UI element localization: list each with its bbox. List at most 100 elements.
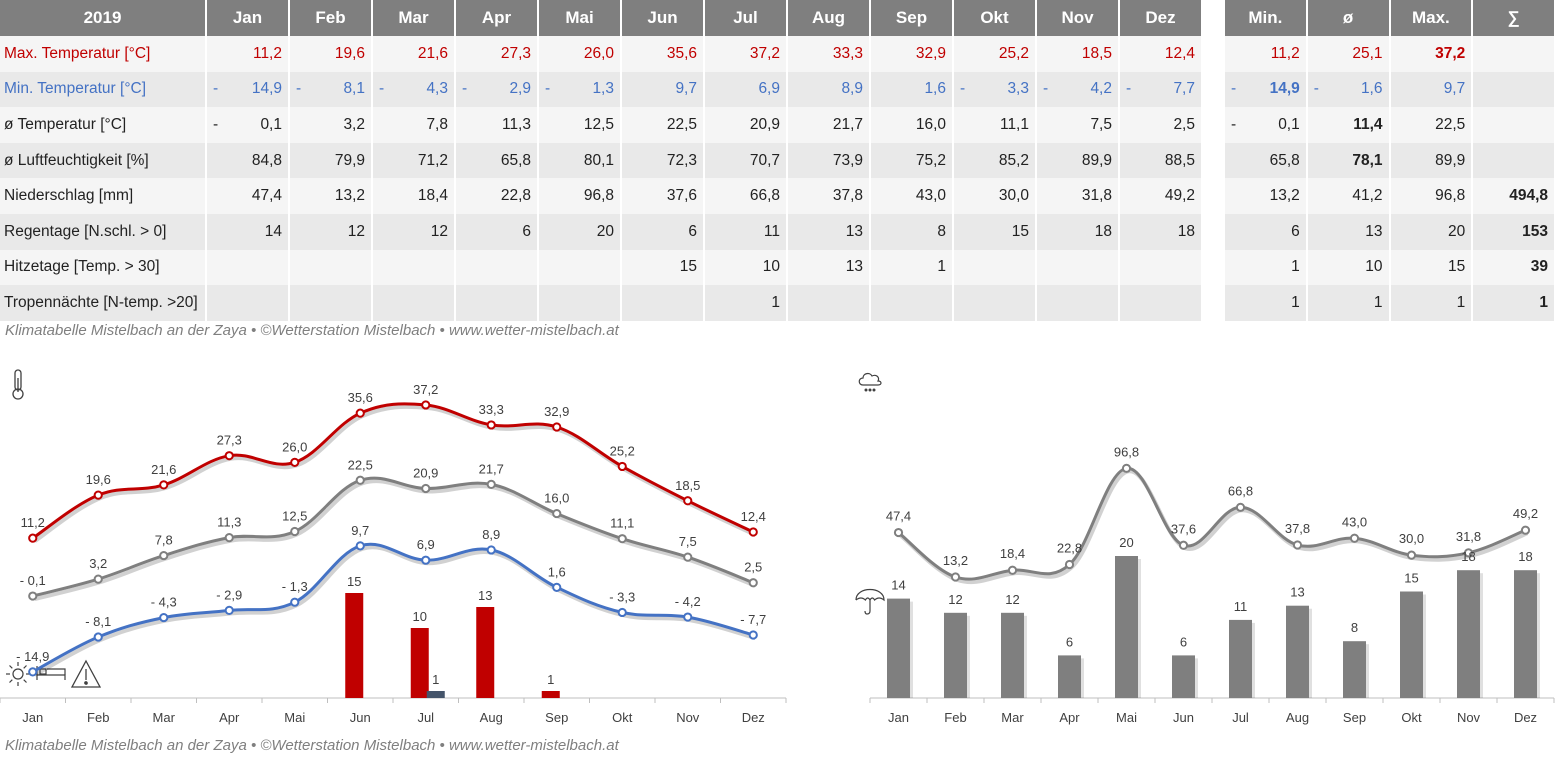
point-data-label: - 14,9: [16, 649, 49, 664]
minus-sign: -: [213, 115, 219, 133]
table-cell: 15: [1390, 249, 1474, 286]
cell-value: 10: [1365, 258, 1383, 276]
cell-value: 9,7: [675, 80, 697, 98]
cloud-rain-icon: [858, 372, 882, 392]
data-point: [28, 591, 38, 601]
bar-data-label: 12: [1005, 592, 1019, 607]
table-cell: 43,0: [871, 178, 954, 214]
table-cell: 39: [1473, 249, 1556, 286]
cell-value: 18: [1094, 222, 1112, 240]
cell-value: 8,1: [343, 80, 365, 98]
cell-value: 20: [1448, 222, 1466, 240]
point-data-label: 96,8: [1114, 444, 1139, 459]
rain-days-bar: [1400, 591, 1423, 698]
data-point: [1292, 540, 1303, 550]
cell-value: 0,1: [1278, 115, 1300, 133]
row-label: Tropennächte [N-temp. >20]: [0, 285, 207, 321]
table-cell: 89,9: [1390, 142, 1474, 179]
cell-value: 14: [264, 222, 282, 240]
data-point: [552, 422, 562, 432]
cell-value: 22,5: [666, 115, 697, 133]
table-cell: 18: [1120, 213, 1203, 250]
month-header: Okt: [954, 0, 1037, 36]
bed-icon: [36, 666, 66, 680]
table-cell: 18: [1037, 213, 1120, 250]
cell-value: 26,0: [583, 44, 614, 62]
cell-value: 22,8: [500, 187, 531, 205]
table-cell: 32,9: [871, 36, 954, 72]
point-data-label: 21,7: [479, 461, 504, 476]
table-cell: 15: [954, 213, 1037, 250]
year-header: 2019: [0, 0, 207, 36]
max-temp-line-shadow: [33, 404, 757, 543]
cell-value: 37,6: [666, 187, 697, 205]
cell-value: 39: [1530, 258, 1548, 276]
rain-days-bar: [944, 612, 967, 698]
cell-value: 43,0: [915, 187, 946, 205]
month-header: Jun: [622, 0, 705, 36]
table-cell: [871, 285, 954, 321]
table-cell: - 14,9: [207, 71, 290, 108]
point-data-label: 33,3: [479, 402, 504, 417]
x-tick-label: Jun: [350, 710, 371, 725]
table-cell: 13: [1307, 213, 1391, 250]
cell-value: 11: [763, 222, 780, 240]
table-cell: 9,7: [622, 71, 705, 108]
point-data-label: - 7,7: [740, 612, 766, 627]
point-data-label: 9,7: [351, 523, 369, 538]
cell-value: 41,2: [1352, 187, 1383, 205]
table-cell: 11: [705, 213, 788, 250]
point-data-label: - 1,3: [282, 579, 308, 594]
table-cell: 25,1: [1307, 36, 1391, 72]
thermometer-icon: [12, 369, 24, 400]
table-cell: 12: [290, 213, 373, 250]
bar-data-label: 18: [1518, 549, 1532, 564]
point-data-label: 11,1: [610, 516, 634, 531]
cell-value: 4,2: [1090, 80, 1112, 98]
table-cell: 96,8: [1390, 178, 1474, 214]
data-point: [1121, 463, 1132, 473]
cell-value: 11,1: [999, 115, 1029, 133]
summary-header: Max.: [1390, 0, 1474, 36]
table-cell: 37,8: [788, 178, 871, 214]
table-cell: 33,3: [788, 36, 871, 72]
table-cell: [207, 285, 290, 321]
month-header: Aug: [788, 0, 871, 36]
hitzetage-bar: [345, 593, 364, 698]
bar-data-label: 13: [1290, 585, 1304, 600]
table-cell: [1037, 285, 1120, 321]
point-data-label: 27,3: [217, 433, 242, 448]
x-tick-label: Mar: [153, 710, 176, 725]
cell-value: 11,2: [252, 44, 282, 62]
data-point: [617, 461, 627, 472]
point-data-label: 19,6: [86, 472, 111, 487]
month-header: Sep: [871, 0, 954, 36]
table-cell: 12,5: [539, 107, 622, 143]
table-cell: 9,7: [1390, 71, 1474, 108]
cell-value: 49,2: [1164, 187, 1195, 205]
cell-value: 1: [1291, 293, 1300, 311]
table-cell: [1473, 107, 1556, 143]
table-cell: [290, 249, 373, 286]
cell-value: 72,3: [666, 151, 697, 169]
cell-value: 11,4: [1353, 115, 1383, 133]
table-cell: 153: [1473, 213, 1556, 250]
table-row: 11,2 25,1 37,2: [1225, 36, 1556, 72]
table-cell: 79,9: [290, 142, 373, 179]
table-cell: 7,5: [1037, 107, 1120, 143]
avg-temp-line: [32, 476, 754, 598]
table-cell: [207, 249, 290, 286]
point-data-label: - 0,1: [20, 573, 46, 588]
table-cell: [539, 249, 622, 286]
table-cell: - 8,1: [290, 71, 373, 108]
minus-sign: -: [296, 80, 302, 98]
cell-value: 6: [1291, 222, 1300, 240]
data-point: [1178, 540, 1189, 550]
table-cell: 11,2: [207, 36, 290, 72]
cell-value: 14,9: [251, 80, 282, 98]
cell-value: 16,0: [915, 115, 946, 133]
table-cell: 22,5: [622, 107, 705, 143]
table-cell: 19,6: [290, 36, 373, 72]
table-cell: 96,8: [539, 178, 622, 214]
point-data-label: 49,2: [1513, 506, 1538, 521]
